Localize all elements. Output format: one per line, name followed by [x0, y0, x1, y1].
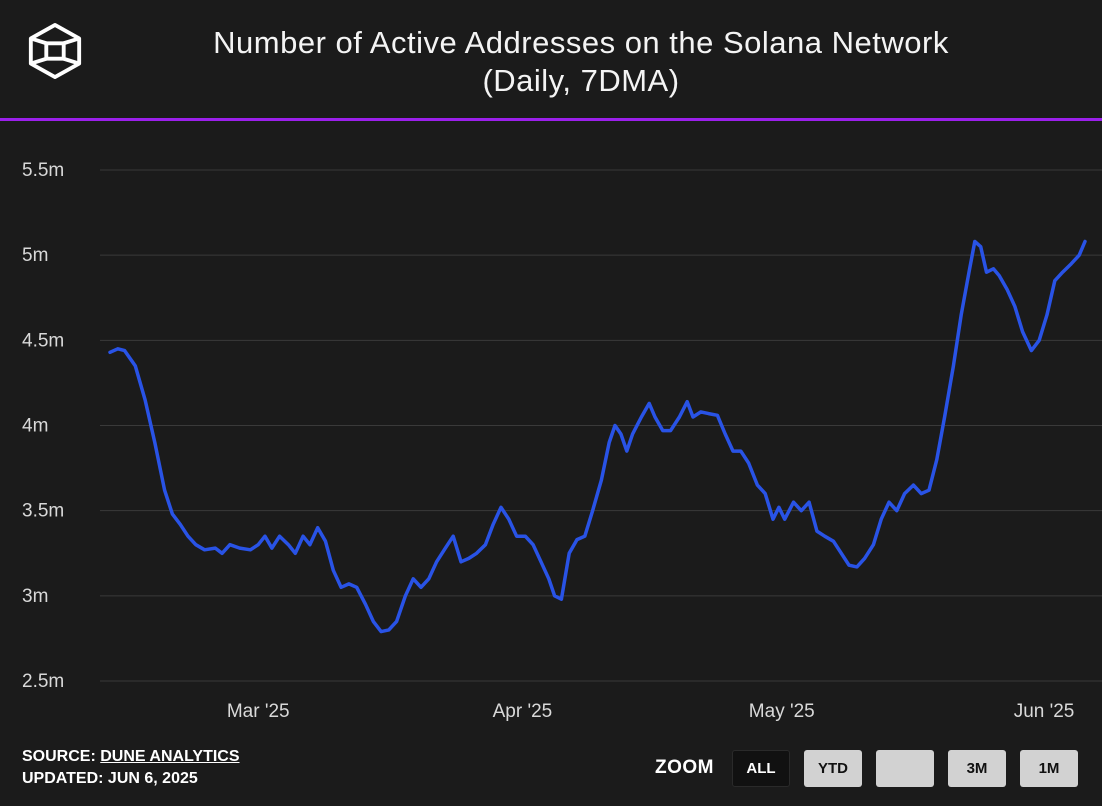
x-axis-label: May '25 — [749, 701, 815, 722]
x-axis-label: Mar '25 — [227, 701, 290, 722]
line-chart: 5.5m 5m 4.5m 4m 3.5m 3m 2.5m Mar '25 Apr '25 May … — [22, 160, 1102, 722]
zoom-button-blank[interactable] — [876, 749, 934, 787]
source-label: SOURCE: — [22, 748, 96, 765]
chart-meta: SOURCE: DUNE ANALYTICS UPDATED: JUN 6, 2… — [22, 746, 240, 790]
zoom-button-group: ALL YTD 3M 1M — [732, 749, 1078, 787]
y-axis-label: 4m — [22, 416, 48, 437]
x-axis-label: Apr '25 — [493, 701, 553, 722]
header: Number of Active Addresses on the Solana… — [0, 0, 1102, 121]
y-axis-label: 5.5m — [22, 160, 64, 181]
zoom-button-3m[interactable]: 3M — [948, 749, 1006, 787]
zoom-button-ytd[interactable]: YTD — [804, 749, 862, 787]
x-axis-label: Jun '25 — [1014, 701, 1075, 722]
zoom-button-all[interactable]: ALL — [732, 749, 790, 787]
logo-icon — [26, 22, 84, 80]
source-line: SOURCE: DUNE ANALYTICS — [22, 746, 240, 768]
series-line — [108, 239, 1087, 634]
y-axis-label: 4.5m — [22, 330, 64, 351]
footer: SOURCE: DUNE ANALYTICS UPDATED: JUN 6, 2… — [0, 739, 1102, 803]
updated-label: UPDATED: JUN 6, 2025 — [22, 770, 198, 787]
source-link[interactable]: DUNE ANALYTICS — [100, 748, 240, 765]
zoom-label: ZOOM — [655, 757, 714, 778]
zoom-controls: ZOOM ALL YTD 3M 1M — [655, 749, 1078, 787]
y-axis-label: 5m — [22, 245, 48, 266]
chart-area: 5.5m 5m 4.5m 4m 3.5m 3m 2.5m Mar '25 Apr '25 May … — [0, 121, 1102, 739]
chart-title-line1: Number of Active Addresses on the Solana… — [213, 25, 949, 60]
y-axis-label: 3.5m — [22, 501, 64, 522]
y-axis-label: 2.5m — [22, 671, 64, 692]
y-axis-label: 3m — [22, 586, 48, 607]
chart-title-line2: (Daily, 7DMA) — [482, 63, 680, 98]
chart-title: Number of Active Addresses on the Solana… — [0, 0, 1102, 100]
zoom-button-1m[interactable]: 1M — [1020, 749, 1078, 787]
